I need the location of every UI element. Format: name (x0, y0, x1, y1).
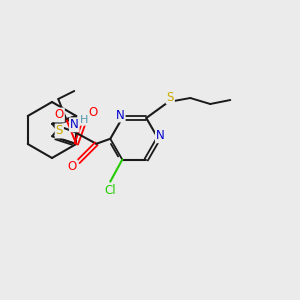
Text: S: S (56, 124, 63, 137)
Text: O: O (88, 106, 98, 118)
Text: H: H (80, 115, 88, 125)
Text: N: N (116, 109, 125, 122)
Text: N: N (70, 118, 79, 131)
Text: Cl: Cl (104, 184, 116, 197)
Text: O: O (68, 160, 77, 173)
Text: S: S (167, 91, 174, 103)
Text: N: N (156, 129, 165, 142)
Text: O: O (55, 109, 64, 122)
